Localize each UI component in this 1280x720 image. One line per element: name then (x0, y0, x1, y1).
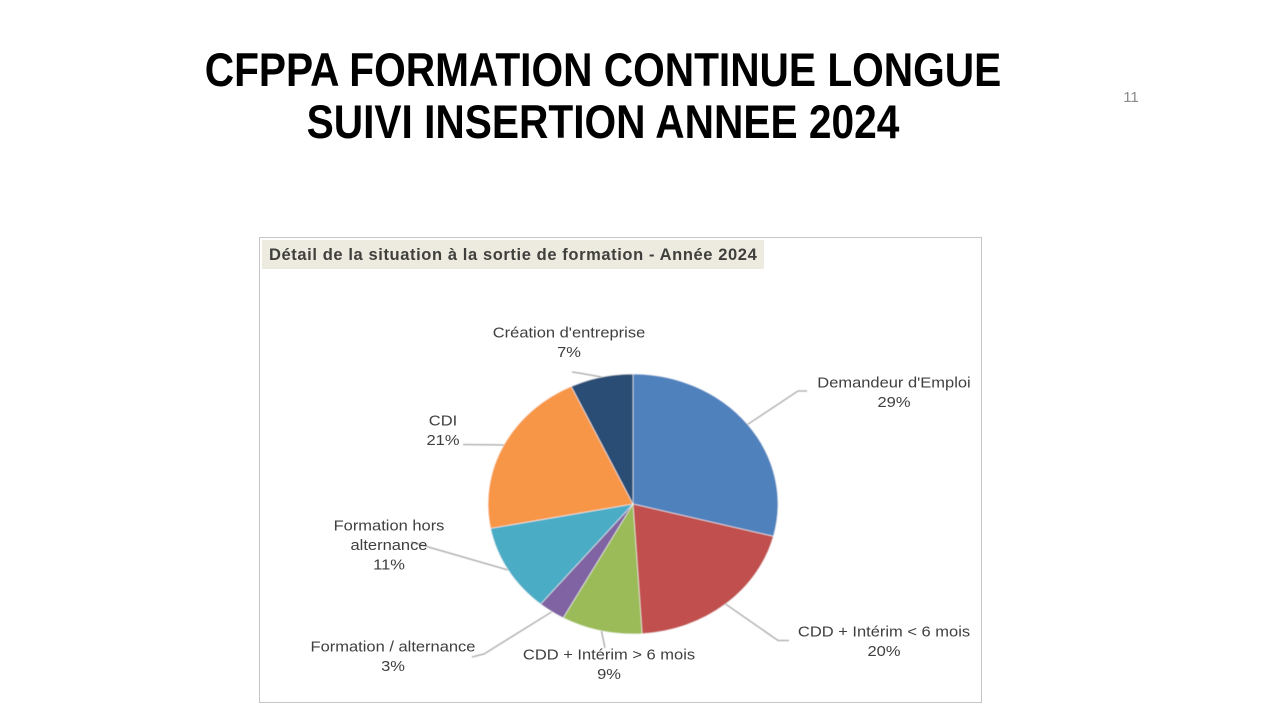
chart-title: Détail de la situation à la sortie de fo… (262, 240, 764, 269)
leader-line-6 (462, 443, 505, 446)
pie-label-1: Demandeur d'Emploi 29% (817, 375, 970, 411)
slide-title-line2: SUIVI INSERTION ANNEE 2024 (306, 94, 900, 148)
pie-label-3: CDD + Intérim > 6 mois 9% (523, 647, 695, 683)
leader-line-4 (471, 611, 552, 658)
leader-line-1 (747, 390, 807, 426)
page-number: 11 (1123, 89, 1139, 106)
leader-lines (410, 371, 807, 658)
slide-title-line1: CFPPA FORMATION CONTINUE LONGUE (204, 42, 1002, 96)
leader-line-5 (410, 541, 509, 571)
slide-title: CFPPA FORMATION CONTINUE LONGUE SUIVI INS… (81, 42, 1124, 148)
pie-label-4: Formation / alternance 3% (311, 639, 476, 675)
pie-slice-2 (632, 503, 774, 635)
pie-label-7: Création d'entreprise 7% (493, 325, 646, 361)
leader-line-7 (571, 371, 602, 378)
pie-slices (487, 373, 779, 635)
pie-label-5: Formation hors alternance 11% (334, 518, 445, 574)
pie-slice-5 (490, 503, 634, 605)
pie-label-2: CDD + Intérim < 6 mois 20% (798, 624, 970, 660)
leader-line-2 (725, 603, 789, 642)
pie-label-6: CDI 21% (427, 413, 460, 449)
leader-line-3 (600, 630, 606, 649)
chart-frame: Détail de la situation à la sortie de fo… (259, 237, 982, 703)
pie-chart: Demandeur d'Emploi 29% CDD + Intérim < 6 m… (311, 325, 971, 683)
pie-slice-3 (562, 503, 643, 635)
